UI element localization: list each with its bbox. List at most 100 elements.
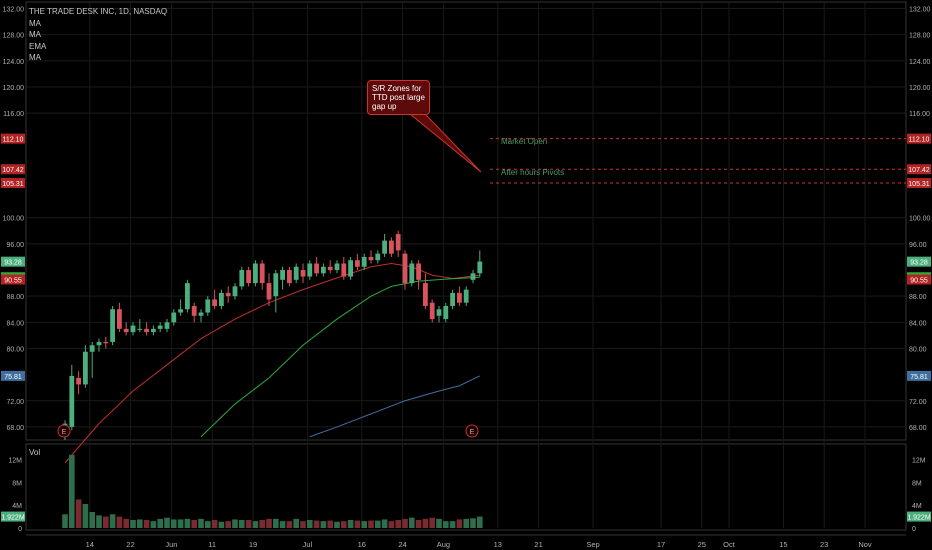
candle-body [69, 375, 75, 427]
price-tick-label: 100.00 [3, 216, 25, 223]
candle-body [205, 299, 211, 313]
volume-bar [96, 515, 102, 528]
volume-bar [75, 499, 82, 528]
price-tag-right-label: 93.28 [910, 260, 928, 267]
price-tag-right [907, 164, 931, 175]
time-tick-label: 16 [358, 540, 366, 549]
volume-bar [327, 520, 333, 528]
time-tick-label: 15 [779, 540, 787, 549]
volume-bar [239, 520, 245, 528]
annotation-callout[interactable]: S/R Zones for TTD post large gap up [367, 80, 430, 115]
price-tick-label: 80.00 [6, 346, 24, 353]
candles [62, 230, 483, 440]
time-tick-label: Nov [858, 540, 872, 549]
volume-bar [218, 521, 225, 528]
candle-body [395, 234, 401, 251]
volume-bar [463, 518, 469, 528]
moving-averages [64, 262, 481, 464]
earnings-marker-label: E [470, 429, 475, 436]
price-tick-label: 128.00 [909, 33, 931, 40]
volume-bar [171, 519, 177, 528]
price-tag-left [1, 274, 25, 285]
candle-body [171, 312, 177, 323]
volume-bar [177, 519, 184, 528]
grid [25, 1, 907, 536]
volume-bar [164, 517, 170, 528]
volume-bar [62, 514, 68, 528]
candle-body [348, 260, 353, 277]
candle-body [368, 256, 374, 261]
price-tag-left [1, 256, 25, 267]
volume-tick-label: 8M [12, 480, 22, 487]
price-tag-left-label: 75.81 [4, 374, 22, 381]
zone-label-after-hours: After hours Pivots [501, 168, 565, 177]
time-tick-label: 14 [86, 540, 94, 549]
candle-body [287, 270, 292, 284]
price-tag-right [907, 178, 931, 189]
volume-bar [69, 454, 75, 528]
candle-body [450, 292, 455, 306]
price-tick-label: 80.00 [909, 346, 927, 353]
candle-body [212, 299, 217, 306]
volume-bar [205, 521, 211, 528]
price-tick-label: 88.00 [6, 294, 24, 301]
volume-bar [293, 518, 299, 528]
price-tick-label: 124.00 [3, 59, 25, 66]
price-tick-label: 96.00 [6, 242, 24, 249]
time-tick-label: Jul [303, 540, 313, 549]
price-tick-label: 120.00 [909, 85, 931, 92]
price-tick-label: 120.00 [3, 85, 25, 92]
candle-body [443, 305, 449, 320]
volume-bar [286, 521, 293, 528]
time-tick-label: 13 [494, 540, 502, 549]
earnings-marker [57, 424, 71, 438]
volume-bar [300, 521, 306, 528]
candle-body [191, 305, 197, 316]
candle-body [246, 270, 251, 284]
candle-body [198, 312, 204, 316]
candle-body [436, 309, 442, 316]
candle-body [429, 302, 435, 320]
volume-bar [191, 520, 197, 528]
time-tick-label: 17 [657, 540, 665, 549]
price-tag-left [1, 178, 25, 189]
volume-bar [143, 520, 150, 528]
volume-bar [225, 521, 231, 528]
volume-tick-label: 8M [912, 480, 922, 487]
volume-bar [273, 518, 279, 528]
candle-body [123, 328, 129, 333]
candle-body [389, 240, 394, 254]
volume-bar [320, 521, 327, 528]
time-tick-label: Aug [437, 540, 450, 549]
price-tick-label: 116.00 [909, 111, 930, 118]
candle-body [409, 263, 415, 284]
volume-tick-label: 12M [8, 457, 22, 464]
candle-body [402, 253, 408, 284]
candle-body [280, 270, 285, 280]
price-tick-label: 68.00 [6, 425, 24, 432]
volume-bar [381, 519, 388, 528]
price-tag-left-label: 112.10 [3, 137, 24, 144]
price-tag-right [907, 256, 931, 267]
price-tag-right-label: 107.42 [908, 167, 930, 174]
candle-body [477, 261, 483, 274]
candle-body [334, 263, 340, 271]
volume-bar [334, 521, 340, 528]
candle-body [253, 263, 258, 284]
candle-body [470, 273, 476, 280]
volume-bar [375, 520, 381, 528]
volume-tick-label: 0 [18, 526, 22, 533]
legend-ema: EMA [29, 41, 47, 51]
volume-bar [109, 514, 116, 528]
candle-body [103, 341, 109, 344]
volume-bar [252, 521, 259, 528]
legend-ma-1: MA [29, 18, 41, 28]
candle-body [273, 273, 279, 297]
candle-body [144, 328, 149, 333]
candle-body [76, 377, 81, 385]
volume-bar [150, 521, 157, 528]
candle-body [185, 283, 190, 310]
price-tag-left-label: 107.42 [2, 167, 24, 174]
